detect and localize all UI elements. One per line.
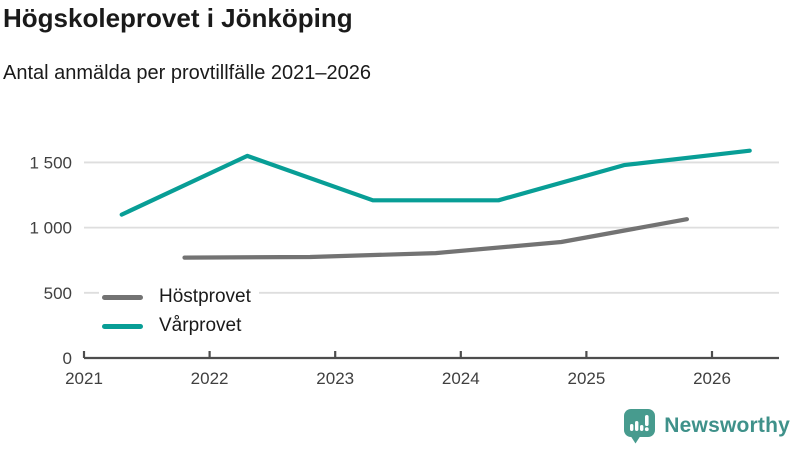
- x-tick-label: 2026: [693, 369, 731, 388]
- series-line: [182, 217, 690, 260]
- y-tick-label: 1 500: [29, 153, 72, 172]
- y-tick-label: 500: [44, 284, 72, 303]
- page-subtitle: Antal anmälda per provtillfälle 2021–202…: [3, 62, 372, 84]
- x-tick-label: 2025: [567, 369, 605, 388]
- y-tick-label: 0: [63, 349, 72, 368]
- x-tick-label: 2022: [191, 369, 229, 388]
- series-line: [119, 148, 752, 217]
- line-chart: 0 500 1 000 1 500 2021 2022 2023 2024 2025 2026: [29, 148, 779, 388]
- x-tick-label: 2023: [316, 369, 354, 388]
- x-tick-label: 2021: [65, 369, 103, 388]
- legend-item-hostprovet: Höstprovet: [102, 286, 251, 308]
- y-tick-label: 1 000: [29, 219, 72, 238]
- legend-item-varprovet: Vårprovet: [102, 315, 251, 337]
- newsworthy-brand[interactable]: Newsworthy: [623, 408, 790, 444]
- legend-swatch: [102, 323, 143, 329]
- brand-name: Newsworthy: [664, 414, 790, 437]
- chart-legend: Höstprovet Vårprovet: [99, 284, 259, 339]
- legend-label: Höstprovet: [159, 286, 251, 307]
- legend-swatch: [102, 294, 143, 300]
- legend-label: Vårprovet: [159, 315, 242, 336]
- newsworthy-logo-icon: [624, 409, 656, 444]
- page-title: Högskoleprovet i Jönköping: [3, 3, 353, 33]
- x-tick-label: 2024: [442, 369, 480, 388]
